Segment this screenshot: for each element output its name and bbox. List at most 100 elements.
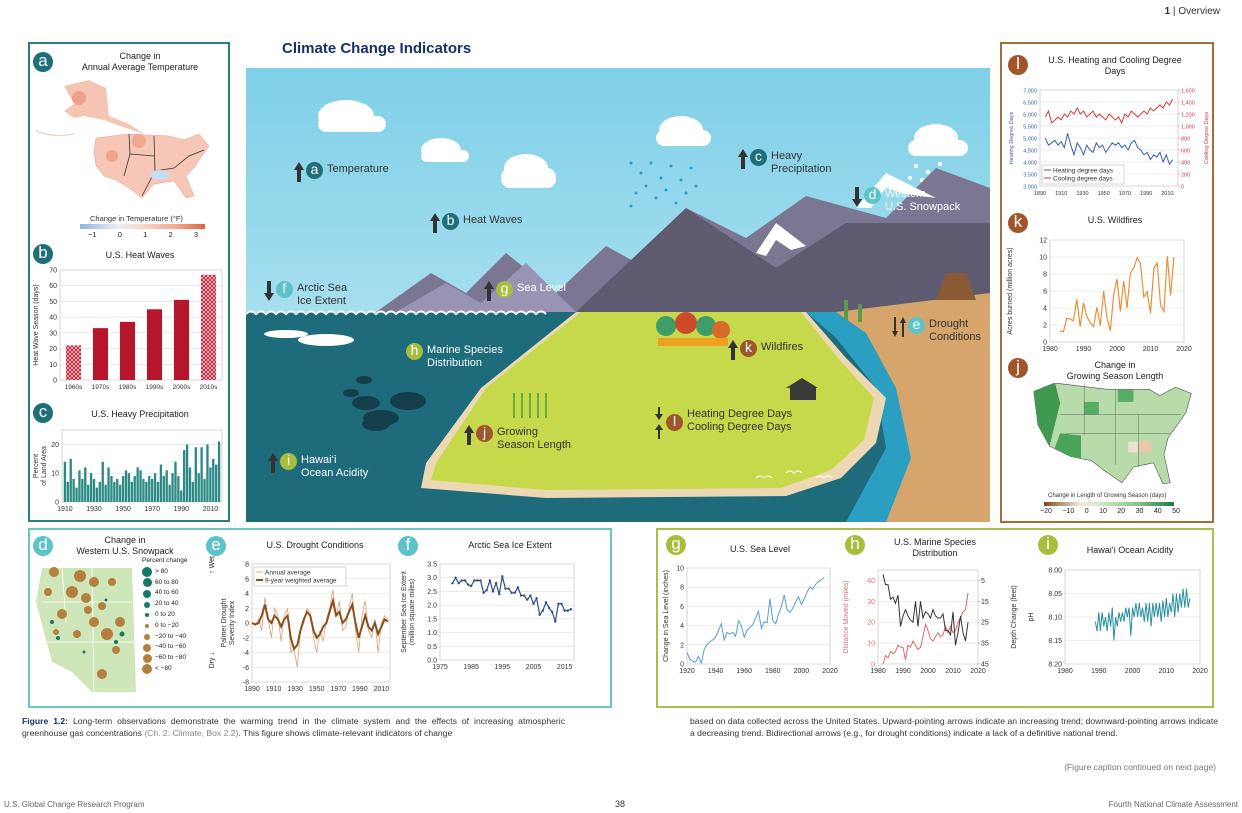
data-point [485, 588, 488, 592]
y-axis-label: Palmer DroughtSeverity Index [221, 598, 236, 647]
bar [177, 476, 180, 502]
snowpack-legend-item: −40 to −60 [142, 642, 188, 653]
snowpack-legend: Percent change > 80 60 to 80 40 to 60 20 to… [142, 556, 188, 675]
legend-tick: 50 [1172, 508, 1180, 515]
data-point [563, 609, 566, 612]
data-point [451, 582, 454, 585]
y-tick-label: 50 [49, 299, 57, 306]
panel-a-title-line2: Annual Average Temperature [81, 62, 199, 72]
bar [75, 487, 78, 502]
legend-dot-icon [144, 633, 150, 640]
x-tick-label: 1980 [1057, 668, 1073, 675]
bar [121, 476, 125, 502]
bar [72, 478, 75, 502]
dry-text: Dry [209, 657, 216, 669]
x-tick-label: 1940 [708, 668, 724, 675]
y-tick-label: 4 [680, 623, 684, 630]
y2-tick-label: 1,000 [1181, 125, 1195, 131]
data-point [522, 594, 526, 597]
label-text: Heavy Precipitation [771, 150, 832, 176]
footer-page-number: 38 [615, 799, 626, 809]
panel-badge-k: k [1008, 213, 1028, 233]
x-tick-label: 1990 [1076, 346, 1092, 353]
caption-reference-link[interactable]: (Ch. 2: Climate, Box 2.2) [144, 727, 239, 738]
sea-level-chart: 0 2 4 6 8 10 Change in Sea Level (inches) 1920 1… [663, 566, 838, 676]
wave-icon [755, 470, 833, 479]
snowpack-legend-item: −20 to −40 [142, 632, 188, 643]
y2-tick-label: 1,200 [1181, 113, 1195, 119]
bar [159, 464, 163, 502]
series-line [1044, 98, 1174, 125]
illus-label-wildfires: k Wildfires [728, 339, 803, 361]
alaska-shape [64, 80, 144, 134]
data-point [532, 602, 535, 605]
legend-label: 0 to 20 [155, 610, 175, 618]
label-text: Heating Degree Days Cooling Degree Days [687, 408, 792, 434]
x-tick-label: 1970 [1119, 191, 1131, 197]
x-tick-label: 1990 [352, 686, 368, 693]
y-tick-label: 8.20 [1048, 662, 1062, 669]
arrow-up-icon [738, 148, 748, 170]
legend-tick: −10 [1062, 508, 1075, 515]
label-text-line: Marine Species [427, 344, 503, 356]
x-tick-label: 1980 [765, 668, 781, 675]
illus-label-degree-days: l Heating Degree Days Cooling Degree Days [654, 406, 792, 440]
y-axis-label: pH [1028, 613, 1035, 622]
x-tick-label: 2010 [374, 686, 390, 693]
cloud-icon [318, 100, 386, 132]
bar [133, 476, 136, 502]
caption-label: Figure 1.2: [22, 716, 69, 726]
legend-label: > 80 [155, 567, 168, 575]
x-tick-label: 2000 [1109, 346, 1125, 353]
snowpack-legend-item: 40 to 60 [142, 588, 188, 599]
panel-g-title: U.S. Sea Level [729, 544, 791, 554]
x-tick-label: 1910 [1055, 191, 1067, 197]
panel-box-bottom-right [656, 528, 1214, 708]
legend-tick: 3 [193, 230, 198, 239]
y-tick-label: 8.05 [1048, 591, 1062, 598]
legend-label: −20 to −40 [155, 632, 187, 640]
x-tick-label: 2015 [557, 664, 573, 671]
y-tick-label: 20 [49, 346, 57, 353]
cloud-icon [421, 138, 469, 162]
y-tick-label: 0 [53, 378, 57, 385]
y2-tick-label: 1,400 [1181, 101, 1195, 107]
temperature-legend-gradient [80, 224, 205, 229]
x-tick-label: 1890 [244, 686, 260, 693]
series-line [882, 592, 969, 665]
label-text: Temperature [327, 163, 389, 175]
header-page-number: 1 [1164, 6, 1171, 17]
data-point [516, 586, 520, 589]
data-point [510, 591, 513, 594]
snowpack-map [36, 567, 136, 693]
panel-badge-a: a [33, 52, 53, 72]
data-point [498, 592, 501, 596]
bar [183, 450, 186, 502]
data-point [473, 579, 476, 582]
bar [65, 345, 82, 380]
y-tick-label: 8 [1043, 272, 1047, 279]
legend-dot-icon [142, 567, 152, 578]
series-line [251, 589, 389, 668]
arrow-down-icon [852, 186, 862, 208]
series-line [686, 577, 825, 665]
data-point [569, 608, 573, 611]
footer-right: Fourth National Climate Assessment [1108, 800, 1238, 809]
data-point [519, 594, 523, 597]
y-tick-label: 20 [51, 442, 59, 449]
y-tick-label: 8.15 [1048, 638, 1062, 645]
dry-label: Dry ↓ [209, 652, 216, 669]
legend-dot-icon [143, 643, 151, 652]
plot-frame [59, 269, 223, 381]
panel-d-title: Change in Western U.S. Snowpack [70, 535, 180, 557]
legend-label: Heating degree days [1053, 168, 1114, 175]
legend-dot-icon [145, 624, 149, 629]
series-line [1059, 256, 1175, 333]
y-tick-label: 6,500 [1023, 101, 1037, 107]
wet-text: Wet [209, 556, 216, 569]
western-us-shape [36, 568, 136, 692]
y-tick-label: 5,500 [1023, 125, 1037, 131]
y-tick-label: 10 [867, 641, 875, 648]
y2-tick-label: 25 [981, 620, 989, 627]
legend-dot-icon [142, 578, 152, 588]
